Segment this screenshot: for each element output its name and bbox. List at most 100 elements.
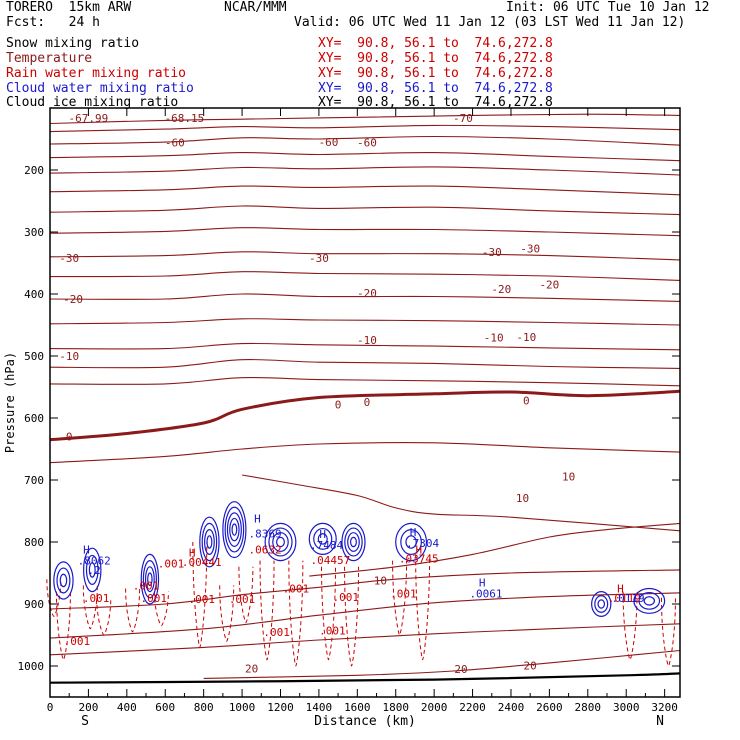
x-axis-end-south: S — [81, 714, 89, 729]
field-label-snow: Snow mixing ratio — [6, 36, 140, 51]
center-title: NCAR/MMM — [224, 0, 287, 15]
temperature-label-11: -20 — [357, 287, 377, 300]
cloud-contour-10-1 — [638, 592, 661, 610]
temperature-label-25: 20 — [245, 662, 258, 675]
y-tick-label-1: 300 — [24, 226, 44, 239]
y-tick-label-8: 1000 — [18, 660, 45, 673]
cloud-contour-5-2 — [272, 532, 289, 552]
temperature-label-9: -30 — [520, 243, 540, 256]
cloud-contour-7-3 — [349, 536, 357, 548]
y-tick-label-7: 900 — [24, 598, 44, 611]
rain-label-8: .001 — [283, 583, 310, 596]
cloud-contour-10-2 — [643, 596, 655, 606]
isotherm-21 — [49, 623, 681, 656]
isotherm-19 — [49, 569, 681, 610]
temperature-label-10: -20 — [63, 293, 83, 306]
y-tick-label-2: 400 — [24, 288, 44, 301]
model-title: TORERO 15km ARW — [6, 0, 132, 15]
cloud-label-10: .0061 — [469, 587, 502, 600]
cloud-contour-5-3 — [276, 536, 285, 548]
cloud-label-0: H — [83, 543, 90, 556]
isotherm-16 — [49, 442, 681, 464]
isotherm-17 — [242, 474, 681, 532]
cloud-contours — [53, 501, 666, 617]
x-tick-label-3: 600 — [155, 701, 175, 714]
cloud-contour-7-0 — [341, 522, 366, 562]
temperature-label-5: -60 — [357, 137, 377, 150]
cloud-contour-3-1 — [201, 522, 218, 562]
cloud-contour-4-4 — [231, 523, 238, 536]
isotherm-14 — [49, 377, 681, 387]
isotherm-6 — [49, 205, 681, 216]
temperature-label-22: 10 — [562, 470, 575, 483]
isotherm-4 — [49, 166, 681, 176]
rain-contour-12 — [344, 566, 360, 667]
field-xy-temperature: XY= 90.8, 56.1 to 74.6,272.8 — [318, 51, 553, 66]
field-xy-snow: XY= 90.8, 56.1 to 74.6,272.8 — [318, 36, 553, 51]
isotherm-8 — [49, 251, 681, 261]
cloud-contour-8-2 — [405, 535, 417, 549]
rain-label-7: .001 — [263, 626, 290, 639]
x-tick-label-9: 1800 — [382, 701, 409, 714]
x-axis: 0 200 400 600 800 1000 1200 1400 1600 1800 2000 220… — [47, 108, 678, 714]
cloud-contour-6-1 — [313, 527, 333, 550]
x-tick-label-11: 2200 — [459, 701, 486, 714]
x-tick-label-7: 1400 — [306, 701, 333, 714]
cloud-contour-6-0 — [308, 522, 337, 556]
isotherm-11 — [49, 318, 681, 326]
isotherm-12 — [49, 342, 681, 351]
x-tick-label-13: 2600 — [536, 701, 563, 714]
rain-label-4: .001 — [158, 558, 185, 571]
x-tick-label-5: 1000 — [229, 701, 256, 714]
cloud-contour-7-2 — [347, 532, 360, 552]
temperature-label-2: -68.15 — [165, 112, 205, 125]
init-time: Init: 06 UTC Tue 10 Jan 12 — [506, 0, 710, 15]
rain-label-3: .001 — [140, 592, 167, 605]
rain-label-1: .001 — [83, 592, 110, 605]
isotherm-22 — [203, 649, 681, 679]
cloud-label-8: .7304 — [406, 537, 439, 550]
ground-surface — [49, 672, 681, 684]
rain-label-9: .001 — [319, 625, 346, 638]
x-axis-title: Distance (km) — [314, 714, 416, 729]
x-tick-label-2: 400 — [117, 701, 137, 714]
figure-header: TORERO 15km ARW NCAR/MMM Init: 06 UTC Tu… — [0, 0, 740, 112]
cloud-contour-8-1 — [400, 528, 422, 555]
temperature-label-18: 0 — [66, 431, 73, 444]
isotherm-13 — [49, 359, 681, 369]
field-xy-cloud-water: XY= 90.8, 56.1 to 74.6,272.8 — [318, 81, 553, 96]
rain-label-13: .0632 — [249, 543, 282, 556]
isotherm-20 — [49, 592, 681, 639]
cloud-contour-0-2 — [59, 573, 68, 588]
x-tick-label-6: 1200 — [267, 701, 294, 714]
forecast-hour: Fcst: 24 h — [6, 15, 100, 30]
cloud-label-5: H — [319, 528, 326, 541]
cloud-label-6: .7484 — [310, 539, 343, 552]
y-tick-label-5: 700 — [24, 474, 44, 487]
cloud-contour-2-1 — [142, 560, 157, 599]
cloud-contour-4-2 — [226, 512, 242, 547]
temperature-label-17: -10 — [516, 331, 536, 344]
cloud-contour-2-2 — [144, 566, 155, 593]
rain-label-18: H — [415, 543, 422, 556]
x-tick-label-12: 2400 — [498, 701, 525, 714]
temperature-label-19: 0 — [335, 398, 342, 411]
cloud-contour-5-0 — [264, 522, 297, 562]
temperature-label-3: -60 — [165, 137, 185, 150]
temperature-label-15: -10 — [357, 334, 377, 347]
temperature-label-1: -67.99 — [69, 112, 109, 125]
cloud-contour-5-1 — [268, 527, 293, 557]
temperature-label-12: -20 — [491, 283, 511, 296]
cloud-contour-0-1 — [56, 567, 71, 594]
rain-label-2: .001 — [133, 579, 160, 592]
rain-contour-6 — [192, 541, 208, 648]
cloud-contour-9-0 — [591, 590, 612, 617]
rain-contour-0 — [46, 579, 62, 617]
rain-contour-7 — [219, 585, 235, 642]
field-xy-cloud-ice: XY= 90.8, 56.1 to 74.6,272.8 — [318, 95, 553, 110]
rain-label-16: .0119 — [608, 592, 641, 605]
x-tick-label-1: 200 — [78, 701, 98, 714]
isotherm-7 — [49, 227, 681, 237]
rain-contour-3 — [96, 597, 112, 636]
